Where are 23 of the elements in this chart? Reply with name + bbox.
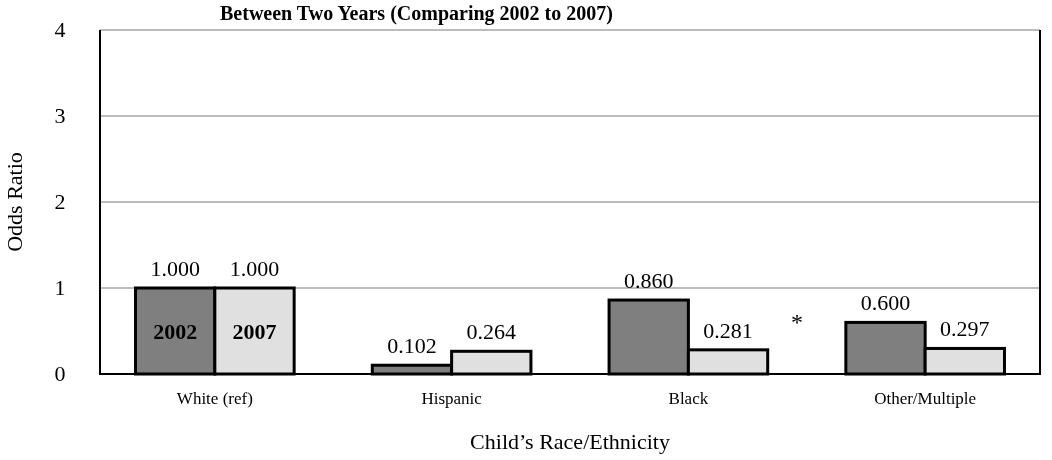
x-axis-title: Child’s Race/Ethnicity	[470, 429, 670, 454]
x-tick-label: White (ref)	[176, 389, 253, 408]
text: 1.000	[229, 256, 280, 281]
y-tick-label: 1	[54, 275, 66, 300]
text: 0.860	[623, 268, 674, 294]
y-axis-title: Odds Ratio	[2, 152, 27, 252]
text: 0.102	[387, 333, 437, 359]
x-tick-label: Hispanic	[421, 389, 483, 408]
y-tick-label: 3	[54, 103, 66, 128]
series-label: 2007	[232, 319, 277, 344]
series-label: 2002	[153, 319, 198, 344]
y-tick-label: 0	[54, 361, 66, 386]
text: 0.281	[703, 317, 753, 343]
text: 0.297	[940, 316, 990, 342]
x-tick-label: Black	[668, 389, 709, 408]
text: 0.600	[860, 290, 911, 316]
chart-title: Between Two Years (Comparing 2002 to 2007)	[220, 2, 613, 25]
y-tick-label: 4	[54, 17, 66, 42]
annotation: *	[790, 309, 803, 335]
text: 0.264	[466, 319, 517, 345]
text: 1.000	[150, 256, 200, 281]
y-tick-label: 2	[54, 189, 66, 214]
x-tick-label: Other/Multiple	[874, 389, 977, 408]
